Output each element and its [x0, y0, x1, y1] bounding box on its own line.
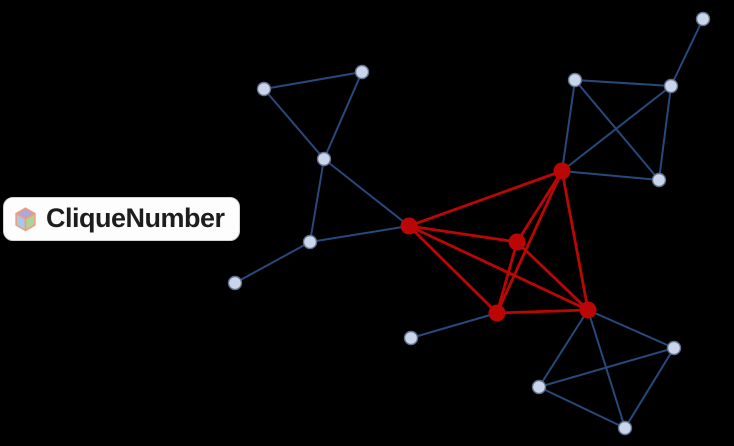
graph-edge [323, 71, 363, 160]
graph-edge [670, 18, 704, 87]
clique-edge [560, 169, 590, 312]
clique-vertex [488, 304, 506, 322]
clique-edge [495, 169, 564, 315]
graph-edge [538, 309, 589, 388]
graph-edge [574, 79, 672, 87]
graph-vertex [316, 151, 332, 167]
graph-edge [263, 71, 363, 90]
clique-edge [407, 224, 590, 312]
graph-edge [538, 347, 675, 388]
graph-edge [587, 309, 626, 429]
graph-edge [658, 85, 672, 181]
graph-edge [587, 309, 675, 349]
clique-edge [515, 169, 564, 244]
graph-edge [561, 170, 660, 181]
graph-edge [309, 225, 410, 243]
clique-vertex [400, 217, 418, 235]
graph-vertex [403, 330, 419, 346]
graph-edge [624, 347, 675, 429]
graph-edge [410, 312, 498, 339]
clique-vertex [553, 162, 571, 180]
graph-vertex [567, 72, 583, 88]
function-name-label: CliqueNumber [46, 202, 225, 233]
graph-edge [309, 158, 325, 243]
graph-vertex [227, 275, 243, 291]
wolfram-language-cube-icon [15, 206, 36, 231]
graph-edge [574, 79, 660, 181]
clique-edge [495, 240, 519, 315]
graph-vertex [354, 64, 370, 80]
graph-vertex [531, 379, 547, 395]
clique-edge [515, 240, 590, 312]
graph-edge [263, 88, 325, 160]
graph-vertex [256, 81, 272, 97]
graph-edge [561, 85, 672, 172]
graph-vertex [302, 234, 318, 250]
graph-edge [538, 386, 626, 429]
graph-vertex [666, 340, 682, 356]
graph-edge [234, 241, 311, 284]
graph-vertex [695, 11, 711, 27]
clique-edge [407, 169, 564, 228]
graph-edge [561, 79, 576, 172]
function-label-box[interactable]: CliqueNumber [3, 197, 240, 241]
graph-vertex [651, 172, 667, 188]
clique-vertex [508, 233, 526, 251]
graph-edge [323, 158, 410, 227]
clique-edge [407, 224, 499, 315]
graph-vertex [617, 420, 633, 436]
clique-vertex [579, 301, 597, 319]
graph-vertex [663, 78, 679, 94]
clique-edge [407, 224, 519, 244]
clique-edge [495, 308, 590, 315]
